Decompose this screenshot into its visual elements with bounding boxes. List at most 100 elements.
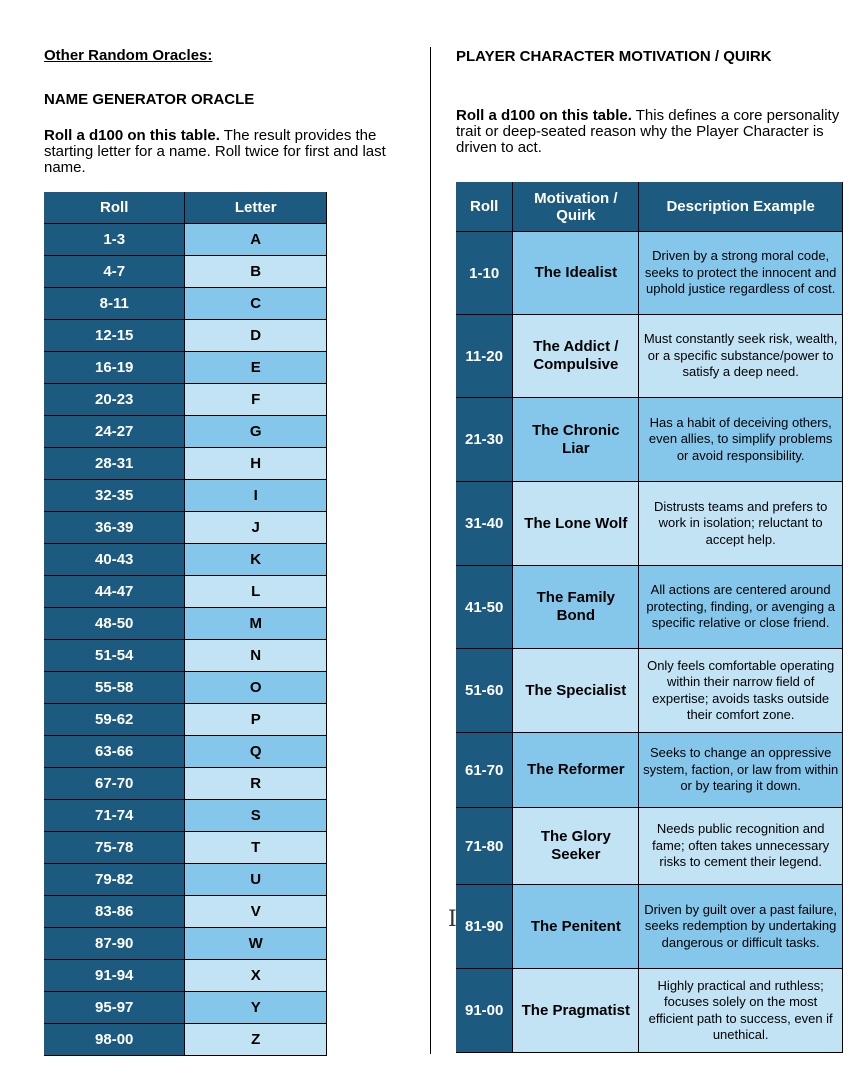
table-row: 8-11 C xyxy=(44,287,327,320)
quirk-cell: The Specialist xyxy=(512,648,640,733)
table-row: 4-7 B xyxy=(44,255,327,288)
quirk-cell: The Reformer xyxy=(512,732,640,808)
table-row: 98-00 Z xyxy=(44,1023,327,1056)
letter-cell: A xyxy=(184,223,327,256)
column-divider xyxy=(430,47,431,1054)
letter-cell: W xyxy=(184,927,327,960)
letter-cell: V xyxy=(184,895,327,928)
roll-cell: 16-19 xyxy=(44,351,186,384)
description-cell: Driven by guilt over a past failure, see… xyxy=(638,884,843,969)
roll-cell: 48-50 xyxy=(44,607,186,640)
description-cell: Only feels comfortable operating within … xyxy=(638,648,843,733)
roll-cell: 79-82 xyxy=(44,863,186,896)
quirk-cell: The Lone Wolf xyxy=(512,481,640,566)
roll-cell: 28-31 xyxy=(44,447,186,480)
roll-cell: 87-90 xyxy=(44,927,186,960)
name-generator-table: Roll Letter 1-3 A 4-7 B 8-11 C 12-15 D 16-19 E 20-… xyxy=(44,192,327,1056)
letter-cell: Z xyxy=(184,1023,327,1056)
roll-cell: 41-50 xyxy=(456,565,514,649)
table-row: 44-47 L xyxy=(44,575,327,608)
table-row: 91-94 X xyxy=(44,959,327,992)
roll-cell: 20-23 xyxy=(44,383,186,416)
roll-cell: 31-40 xyxy=(456,481,514,566)
roll-cell: 71-80 xyxy=(456,807,514,885)
description-cell: Needs public recognition and fame; often… xyxy=(638,807,843,885)
other-random-oracles-heading: Other Random Oracles: xyxy=(44,47,213,64)
roll-cell: 44-47 xyxy=(44,575,186,608)
table-row: 16-19 E xyxy=(44,351,327,384)
letter-cell: H xyxy=(184,447,327,480)
letter-cell: R xyxy=(184,767,327,800)
header-description: Description Example xyxy=(638,182,843,232)
table-row: 24-27 G xyxy=(44,415,327,448)
letter-cell: K xyxy=(184,543,327,576)
table-row: 55-58 O xyxy=(44,671,327,704)
table-row: 67-70 R xyxy=(44,767,327,800)
table-row: 75-78 T xyxy=(44,831,327,864)
quirk-cell: The Pragmatist xyxy=(512,968,640,1053)
roll-cell: 32-35 xyxy=(44,479,186,512)
roll-cell: 1-10 xyxy=(456,231,514,315)
table-row: 32-35 I xyxy=(44,479,327,512)
quirk-cell: The Glory Seeker xyxy=(512,807,640,885)
roll-cell: 51-54 xyxy=(44,639,186,672)
table-row: 1-10 The Idealist Driven by a strong moral… xyxy=(456,231,843,315)
quirk-cell: The Idealist xyxy=(512,231,640,315)
table-row: 91-00 The Pragmatist Highly practical and … xyxy=(456,968,843,1053)
letter-cell: E xyxy=(184,351,327,384)
description-cell: All actions are centered around protecti… xyxy=(638,565,843,649)
table-row: 12-15 D xyxy=(44,319,327,352)
table-row: 31-40 The Lone Wolf Distrusts teams and pr… xyxy=(456,481,843,566)
table-row: 83-86 V xyxy=(44,895,327,928)
intro-bold: Roll a d100 on this table. xyxy=(456,107,632,124)
pc-motivation-intro: Roll a d100 on this table. This defines … xyxy=(456,108,846,156)
table-row: 40-43 K xyxy=(44,543,327,576)
letter-cell: M xyxy=(184,607,327,640)
pc-motivation-heading: PLAYER CHARACTER MOTIVATION / QUIRK xyxy=(456,48,772,65)
header-roll: Roll xyxy=(44,192,186,224)
roll-cell: 55-58 xyxy=(44,671,186,704)
roll-cell: 21-30 xyxy=(456,397,514,482)
intro-bold: Roll a d100 on this table. xyxy=(44,127,220,144)
header-roll: Roll xyxy=(456,182,514,232)
roll-cell: 83-86 xyxy=(44,895,186,928)
table-row: 36-39 J xyxy=(44,511,327,544)
motivation-table: Roll Motivation / Quirk Description Exam… xyxy=(456,182,843,1053)
roll-cell: 12-15 xyxy=(44,319,186,352)
table-row: 87-90 W xyxy=(44,927,327,960)
table-row: 61-70 The Reformer Seeks to change an oppr… xyxy=(456,732,843,808)
table-row: 20-23 F xyxy=(44,383,327,416)
roll-cell: 40-43 xyxy=(44,543,186,576)
description-cell: Driven by a strong moral code, seeks to … xyxy=(638,231,843,315)
quirk-cell: The Chronic Liar xyxy=(512,397,640,482)
roll-cell: 11-20 xyxy=(456,314,514,398)
letter-cell: P xyxy=(184,703,327,736)
quirk-cell: The Penitent xyxy=(512,884,640,969)
roll-cell: 1-3 xyxy=(44,223,186,256)
table-row: 51-60 The Specialist Only feels comfortabl… xyxy=(456,648,843,733)
table-row: 71-80 The Glory Seeker Needs public recogn… xyxy=(456,807,843,885)
table-row: 11-20 The Addict / Compulsive Must constan… xyxy=(456,314,843,398)
table-row: 28-31 H xyxy=(44,447,327,480)
table-row: 95-97 Y xyxy=(44,991,327,1024)
description-cell: Seeks to change an oppressive system, fa… xyxy=(638,732,843,808)
description-cell: Must constantly seek risk, wealth, or a … xyxy=(638,314,843,398)
roll-cell: 98-00 xyxy=(44,1023,186,1056)
roll-cell: 36-39 xyxy=(44,511,186,544)
table-row: 48-50 M xyxy=(44,607,327,640)
table-row: 81-90 The Penitent Driven by guilt over a … xyxy=(456,884,843,969)
table-row: 63-66 Q xyxy=(44,735,327,768)
table-row: 51-54 N xyxy=(44,639,327,672)
letter-cell: D xyxy=(184,319,327,352)
roll-cell: 8-11 xyxy=(44,287,186,320)
letter-cell: S xyxy=(184,799,327,832)
roll-cell: 81-90 xyxy=(456,884,514,969)
description-cell: Highly practical and ruthless; focuses s… xyxy=(638,968,843,1053)
roll-cell: 63-66 xyxy=(44,735,186,768)
roll-cell: 75-78 xyxy=(44,831,186,864)
intro-text: This defines a core personality trait or… xyxy=(456,107,840,156)
name-generator-intro: Roll a d100 on this table. The result pr… xyxy=(44,128,414,176)
roll-cell: 91-94 xyxy=(44,959,186,992)
letter-cell: N xyxy=(184,639,327,672)
roll-cell: 71-74 xyxy=(44,799,186,832)
